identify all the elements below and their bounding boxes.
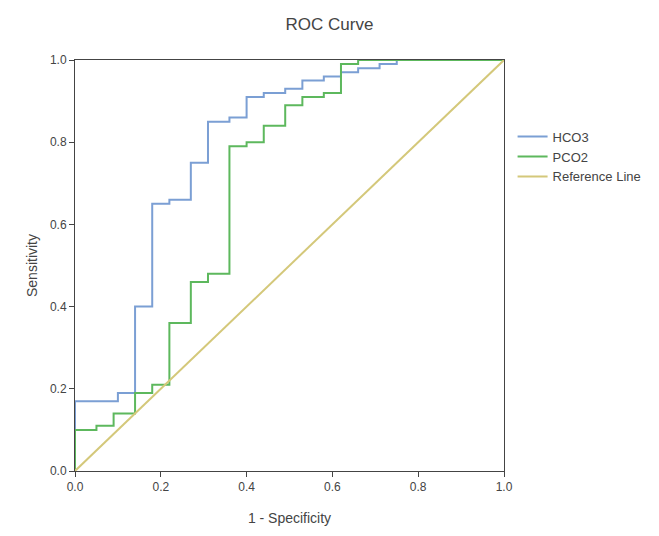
svg-text:0.8: 0.8	[410, 480, 427, 494]
svg-text:Reference Line: Reference Line	[553, 169, 641, 184]
svg-text:PCO2: PCO2	[553, 150, 588, 165]
svg-text:1.0: 1.0	[50, 53, 67, 67]
svg-text:0.2: 0.2	[152, 480, 169, 494]
svg-text:0.8: 0.8	[50, 135, 67, 149]
svg-text:1 - Specificity: 1 - Specificity	[248, 510, 331, 526]
svg-text:0.2: 0.2	[50, 382, 67, 396]
svg-text:HCO3: HCO3	[553, 130, 589, 145]
svg-text:0.4: 0.4	[238, 480, 255, 494]
svg-text:0.6: 0.6	[324, 480, 341, 494]
svg-text:0.6: 0.6	[50, 218, 67, 232]
svg-text:1.0: 1.0	[496, 480, 513, 494]
svg-text:0.4: 0.4	[50, 300, 67, 314]
svg-text:Sensitivity: Sensitivity	[24, 234, 40, 297]
svg-text:0.0: 0.0	[67, 480, 84, 494]
svg-text:ROC Curve: ROC Curve	[286, 15, 374, 34]
svg-text:0.0: 0.0	[50, 464, 67, 478]
